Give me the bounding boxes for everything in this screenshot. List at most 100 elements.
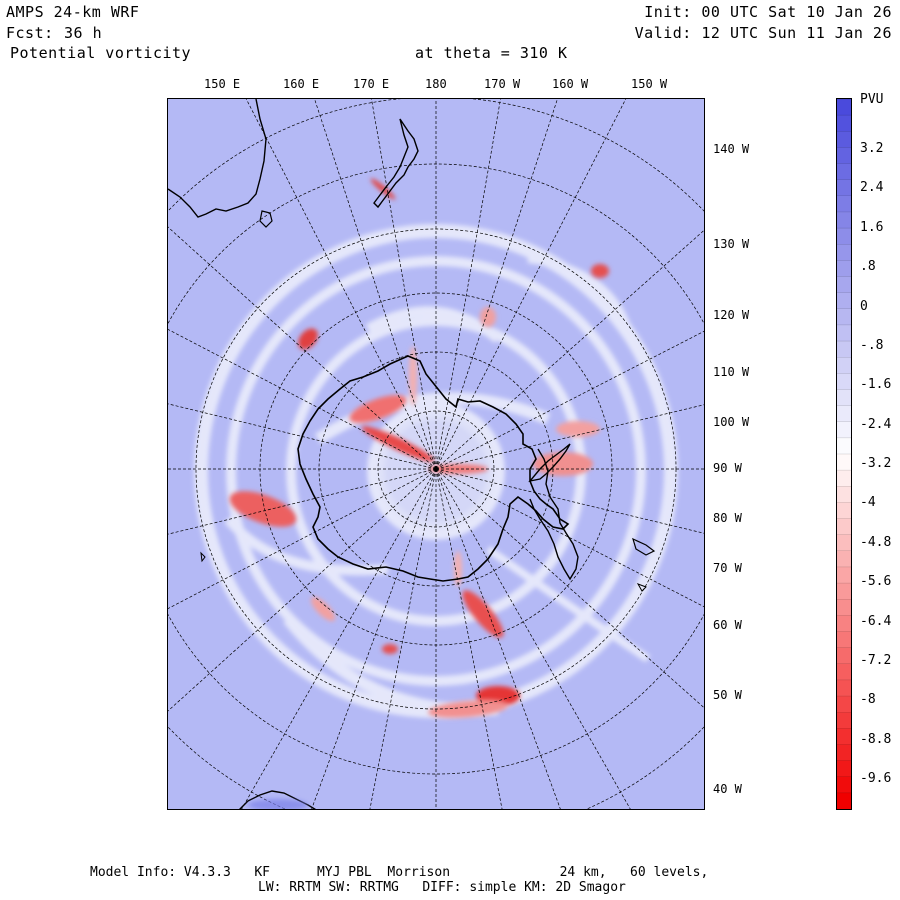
colorbar-step (837, 679, 851, 697)
colorbar-tick-label: -4 (860, 495, 876, 511)
colorbar-step (837, 195, 851, 213)
colorbar-step (837, 792, 851, 810)
colorbar-step (837, 308, 851, 326)
colorbar-step (837, 583, 851, 600)
pv-anomaly-south-atlantic-tail (428, 700, 508, 718)
colorbar-tick-label: -8 (860, 692, 876, 708)
colorbar-step (837, 534, 851, 552)
graticule (168, 99, 704, 809)
pv-anomaly-ross-ice-shelf-east (361, 426, 435, 462)
lon-label: 130 W (713, 237, 750, 251)
colorbar-step (837, 599, 851, 616)
colorbar-tick-label: -7.2 (860, 652, 892, 668)
pv-max-africa (248, 799, 308, 809)
forecast-label: Fcst: (6, 24, 54, 42)
pv-anomaly-new-zealand (370, 178, 396, 200)
colorbar-tick-label: -6.4 (860, 613, 892, 629)
lon-label: 160 E (283, 77, 320, 91)
pv-anomaly-north-ross (480, 307, 496, 327)
colorbar-step (837, 341, 851, 358)
colorbar-step (837, 115, 851, 132)
colorbar-step (837, 244, 851, 261)
tasmania-coastline (259, 210, 273, 228)
colorbar-step (837, 163, 851, 181)
colorbar-step (837, 276, 851, 294)
lon-label: 80 W (713, 511, 742, 525)
pv-anomaly-swirl (310, 596, 336, 622)
colorbar-step (837, 454, 851, 471)
lon-label: 60 W (713, 618, 742, 632)
colorbar-tick-label: -9.6 (860, 771, 892, 786)
colorbar-step (837, 260, 851, 277)
pv-anomaly-southeast-pacific (556, 421, 600, 437)
colorbar-step (837, 470, 851, 487)
colorbar-step (837, 405, 851, 423)
colorbar-step (837, 502, 851, 520)
pv-anomaly-pacific-north (591, 264, 609, 278)
colorbar-step (837, 647, 851, 665)
lon-label: 180 (425, 77, 447, 91)
lon-label: 40 W (713, 782, 742, 796)
colorbar-tick-label: 3.2 (860, 141, 884, 156)
colorbar-step (837, 179, 851, 197)
forecast-hour: 36 h (64, 24, 103, 42)
colorbar-step (837, 566, 851, 584)
pv-anomaly-tasman (298, 328, 318, 350)
colorbar-step (837, 373, 851, 390)
colorbar-tick-label: -4.8 (860, 534, 892, 550)
colorbar-tick-label: 0 (860, 298, 868, 314)
colorbar-step (837, 357, 851, 374)
pv-anomaly-small (382, 644, 398, 654)
colorbar-gradient (837, 98, 851, 810)
model-info-line1: Model Info: V4.3.3 KF MYJ PBL Morrison 2… (90, 865, 709, 880)
theta-level: at theta = 310 K (415, 44, 568, 62)
south-georgia (636, 583, 647, 592)
colorbar-step (837, 211, 851, 229)
colorbar-step (837, 728, 851, 745)
colorbar-step (837, 228, 851, 245)
colorbar-step (837, 631, 851, 649)
colorbar-step (837, 615, 851, 632)
colorbar-step (837, 663, 851, 681)
colorbar-tick-label: -8.8 (860, 731, 892, 747)
colorbar-tick-label: -5.6 (860, 574, 892, 590)
colorbar-step (837, 776, 851, 794)
colorbar-step (837, 696, 851, 713)
colorbar-tick-label: -1.6 (860, 377, 892, 393)
field-name: Potential vorticity (10, 44, 192, 62)
african-sector-island (200, 551, 206, 563)
colorbar-unit: PVU (860, 92, 884, 107)
model-info-line2: LW: RRTM SW: RRTMG DIFF: simple KM: 2D S… (258, 880, 626, 895)
colorbar-step (837, 389, 851, 407)
colorbar-step (837, 131, 851, 148)
pv-anomaly-streak (409, 346, 417, 406)
pv-anomaly-ross-sea (349, 395, 407, 423)
lon-label: 50 W (713, 688, 742, 702)
colorbar-tick-label: 1.6 (860, 219, 884, 235)
antarctic-peninsula (528, 443, 571, 483)
colorbar-step (837, 486, 851, 503)
lon-label: 150 E (204, 77, 241, 91)
pv-anomalies (229, 178, 609, 718)
colorbar-step (837, 550, 851, 568)
colorbar-step (837, 147, 851, 165)
pv-anomaly-indian-ocean (229, 491, 297, 527)
colorbar-step (837, 712, 851, 729)
colorbar-step (837, 744, 851, 762)
model-title: AMPS 24-km WRF (6, 3, 140, 21)
colorbar-tick-label: -.8 (860, 337, 884, 353)
lon-label: 70 W (713, 561, 742, 575)
lon-label: 170 W (484, 77, 521, 91)
lon-label: 100 W (713, 415, 750, 429)
pv-map (168, 99, 704, 809)
australia-coastline (168, 99, 267, 218)
colorbar-step (837, 292, 851, 310)
antarctica-coastline (297, 355, 570, 582)
colorbar-step (837, 518, 851, 536)
colorbar-step (837, 760, 851, 778)
map-panel (167, 98, 705, 810)
colorbar (836, 98, 852, 810)
colorbar-tick-label: -3.2 (860, 456, 892, 471)
lon-label: 150 W (631, 77, 668, 91)
lon-label: 110 W (713, 365, 750, 379)
